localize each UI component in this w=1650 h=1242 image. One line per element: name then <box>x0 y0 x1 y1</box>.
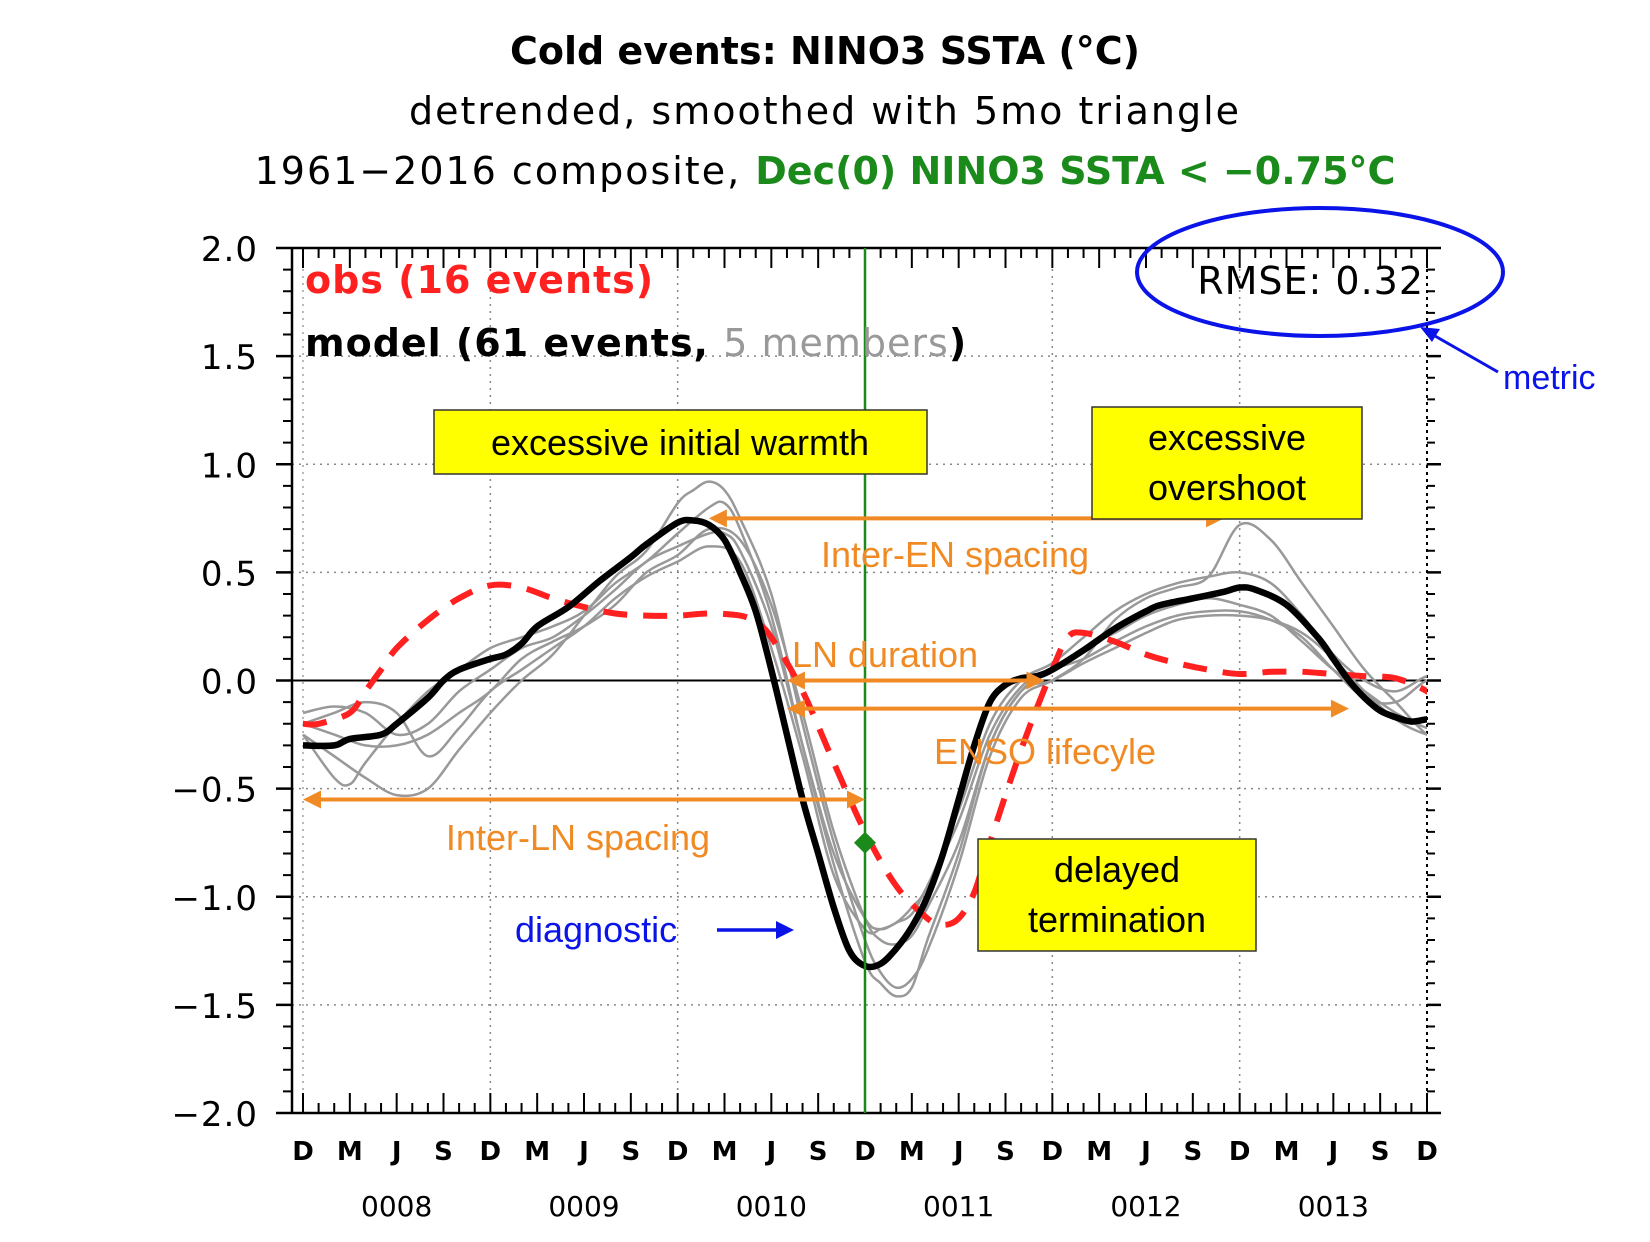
series-member-line <box>302 526 1427 946</box>
x-month-label: D <box>1229 1137 1251 1167</box>
box-initial-warmth <box>433 409 928 475</box>
chart-subtitle-2-highlight: Dec(0) NINO3 SSTA < −0.75°C <box>755 149 1395 193</box>
x-month-label: D <box>1416 1137 1438 1167</box>
overlay-layer <box>303 248 1349 1113</box>
x-month-label: M <box>337 1137 363 1167</box>
y-tick-label: −1.5 <box>171 987 258 1027</box>
label-enso-lifecycle: ENSO lifecyle <box>934 731 1156 772</box>
box-overshoot-text-2: overshoot <box>1148 467 1306 508</box>
x-month-label: S <box>1183 1137 1202 1167</box>
legend-model-members: 5 members <box>723 321 949 365</box>
x-year-label: 0009 <box>548 1190 619 1223</box>
x-month-label: S <box>621 1137 640 1167</box>
x-month-label: J <box>1326 1137 1338 1167</box>
arrow-enso-lifecycle-head-left <box>786 699 805 718</box>
legend-model-suffix: ) <box>949 321 967 365</box>
x-month-label: D <box>292 1137 314 1167</box>
series-layer <box>301 480 1427 998</box>
chart-subtitle-1: detrended, smoothed with 5mo triangle <box>409 89 1241 133</box>
y-tick-label: −0.5 <box>171 771 258 811</box>
box-initial-warmth-text: excessive initial warmth <box>491 422 869 463</box>
series-model-line <box>302 516 1427 971</box>
y-tick-label: 0.5 <box>201 554 258 594</box>
x-year-label: 0012 <box>1110 1190 1181 1223</box>
metric-arrow-head <box>1420 327 1440 342</box>
series-member-line <box>302 480 1427 990</box>
series-member-line <box>302 545 1427 935</box>
box-overshoot-text-1: excessive <box>1148 417 1306 458</box>
box-termination-text-2: termination <box>1028 899 1206 940</box>
x-month-label: D <box>854 1137 876 1167</box>
diagnostic-label: diagnostic <box>515 909 677 950</box>
x-month-label: J <box>764 1137 776 1167</box>
legend-model: model (61 events, 5 members) <box>305 321 967 365</box>
y-tick-label: 0.0 <box>201 663 258 703</box>
legend-model-prefix: model (61 events, <box>305 321 723 365</box>
series-member-line <box>302 530 1427 931</box>
series-clip-group <box>301 480 1427 998</box>
label-ln-duration: LN duration <box>792 634 978 675</box>
metric-ellipse <box>1135 206 1505 338</box>
box-termination-text-1: delayed <box>1054 849 1180 890</box>
series-obs-line <box>302 581 1427 928</box>
x-month-label: M <box>1274 1137 1300 1167</box>
y-tick-label: 1.0 <box>201 446 258 486</box>
x-month-label: J <box>952 1137 964 1167</box>
arrow-inter-ln-head-right <box>847 790 865 809</box>
x-month-label: D <box>1042 1137 1064 1167</box>
x-year-label: 0013 <box>1298 1190 1369 1223</box>
x-month-label: M <box>712 1137 738 1167</box>
metric-arrow-line <box>1427 330 1499 374</box>
diagnostic-point <box>854 831 876 854</box>
y-tick-label: −1.0 <box>171 879 258 919</box>
legend-obs: obs (16 events) <box>305 258 654 302</box>
series-member-line <box>301 500 1427 998</box>
x-month-label: M <box>524 1137 550 1167</box>
arrow-ln-duration-head-right <box>1026 671 1045 690</box>
x-month-label: J <box>577 1137 589 1167</box>
chart-subtitle-2: 1961−2016 composite, Dec(0) NINO3 SSTA <… <box>255 149 1396 193</box>
x-year-label: 0011 <box>923 1190 994 1223</box>
diagnostic-arrow-head <box>776 921 794 939</box>
box-termination <box>977 838 1257 952</box>
arrow-inter-en-head-left <box>708 509 727 528</box>
x-month-label: S <box>1371 1137 1390 1167</box>
metric-label: metric <box>1503 359 1596 397</box>
label-inter-ln-spacing: Inter-LN spacing <box>446 817 710 858</box>
x-month-label: D <box>667 1137 689 1167</box>
arrow-ln-duration-head-left <box>786 671 805 690</box>
y-tick-label: −2.0 <box>171 1095 258 1135</box>
x-year-label: 0008 <box>361 1190 432 1223</box>
x-month-label: J <box>1139 1137 1151 1167</box>
box-overshoot <box>1091 406 1363 520</box>
chart-title: Cold events: NINO3 SSTA (°C) <box>510 29 1140 73</box>
axes-layer: 2.01.51.00.50.0−0.5−1.0−1.5−2.0D M J S D M J S D… <box>171 230 1441 1223</box>
x-month-label: S <box>996 1137 1015 1167</box>
x-month-label: D <box>480 1137 502 1167</box>
y-tick-label: 1.5 <box>201 338 258 378</box>
x-month-label: S <box>434 1137 453 1167</box>
y-tick-label: 2.0 <box>201 230 258 270</box>
metric-rmse: RMSE: 0.32 <box>1197 259 1424 303</box>
x-month-label: M <box>899 1137 925 1167</box>
arrow-inter-ln-head-left <box>303 790 321 809</box>
x-month-label: J <box>390 1137 402 1167</box>
x-year-label: 0010 <box>736 1190 807 1223</box>
chart-subtitle-2-prefix: 1961−2016 composite, <box>255 149 756 193</box>
x-month-label: M <box>1086 1137 1112 1167</box>
label-inter-en-spacing: Inter-EN spacing <box>821 534 1089 575</box>
arrow-enso-lifecycle-head-right <box>1330 699 1349 718</box>
x-month-label: S <box>809 1137 828 1167</box>
